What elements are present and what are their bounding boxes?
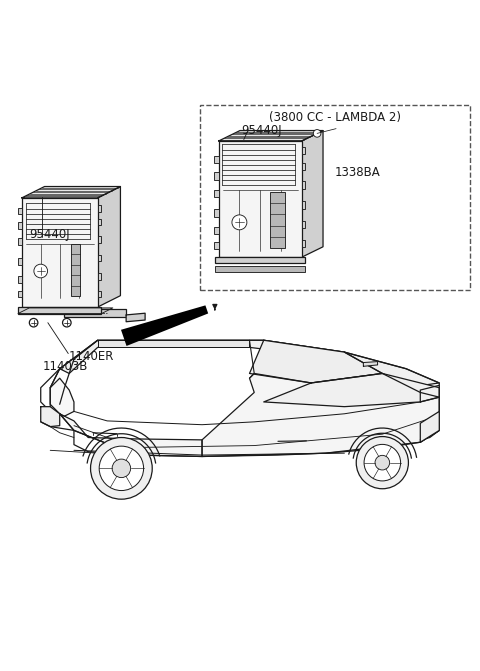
Bar	[18, 307, 101, 313]
Polygon shape	[219, 131, 323, 141]
Bar	[301, 163, 305, 170]
Bar	[214, 209, 219, 217]
Polygon shape	[60, 340, 439, 388]
Circle shape	[91, 437, 152, 499]
Polygon shape	[420, 411, 439, 442]
Circle shape	[29, 319, 38, 327]
Bar	[301, 240, 305, 247]
Polygon shape	[22, 187, 120, 198]
Bar	[216, 257, 305, 263]
Polygon shape	[97, 187, 120, 307]
Bar	[97, 205, 101, 212]
Bar	[97, 236, 101, 243]
Text: 1140ER: 1140ER	[68, 350, 114, 363]
Bar	[18, 276, 22, 283]
Text: 95440J: 95440J	[241, 123, 282, 137]
Text: 11403B: 11403B	[43, 360, 88, 373]
Bar	[97, 291, 101, 297]
Bar	[200, 105, 470, 291]
Circle shape	[112, 459, 131, 478]
Circle shape	[99, 446, 144, 491]
Polygon shape	[219, 141, 301, 257]
Bar	[301, 146, 305, 154]
Bar	[97, 219, 101, 225]
Bar	[18, 238, 22, 245]
Polygon shape	[50, 378, 74, 416]
Polygon shape	[22, 198, 97, 307]
Polygon shape	[121, 305, 208, 346]
Circle shape	[364, 444, 401, 481]
Polygon shape	[41, 407, 60, 427]
Circle shape	[313, 130, 321, 137]
Bar	[216, 266, 305, 272]
Bar	[214, 172, 219, 180]
Bar	[214, 156, 219, 163]
Polygon shape	[301, 131, 323, 257]
Polygon shape	[97, 340, 250, 348]
Polygon shape	[126, 313, 145, 321]
Text: 95440J: 95440J	[29, 228, 70, 242]
Bar	[301, 181, 305, 189]
Circle shape	[34, 264, 48, 278]
Bar	[214, 242, 219, 250]
Bar	[18, 222, 22, 229]
Bar	[97, 254, 101, 261]
Bar	[97, 273, 101, 280]
Bar	[71, 244, 80, 296]
Text: 1338BA: 1338BA	[335, 166, 381, 179]
Polygon shape	[264, 374, 439, 407]
Circle shape	[62, 319, 71, 327]
Bar	[301, 221, 305, 228]
Bar	[18, 258, 22, 264]
Circle shape	[232, 215, 247, 229]
Polygon shape	[420, 385, 439, 402]
Bar	[214, 189, 219, 197]
Polygon shape	[18, 308, 113, 313]
Bar	[301, 201, 305, 209]
Bar	[270, 192, 285, 248]
Circle shape	[356, 437, 408, 488]
Bar	[18, 207, 22, 215]
Polygon shape	[202, 374, 439, 456]
Circle shape	[375, 456, 390, 470]
Polygon shape	[60, 414, 202, 456]
Bar	[214, 227, 219, 234]
Polygon shape	[250, 340, 383, 383]
Bar	[18, 291, 22, 297]
Polygon shape	[363, 362, 378, 366]
Text: (3800 CC - LAMBDA 2): (3800 CC - LAMBDA 2)	[269, 111, 401, 124]
Bar	[64, 309, 126, 317]
